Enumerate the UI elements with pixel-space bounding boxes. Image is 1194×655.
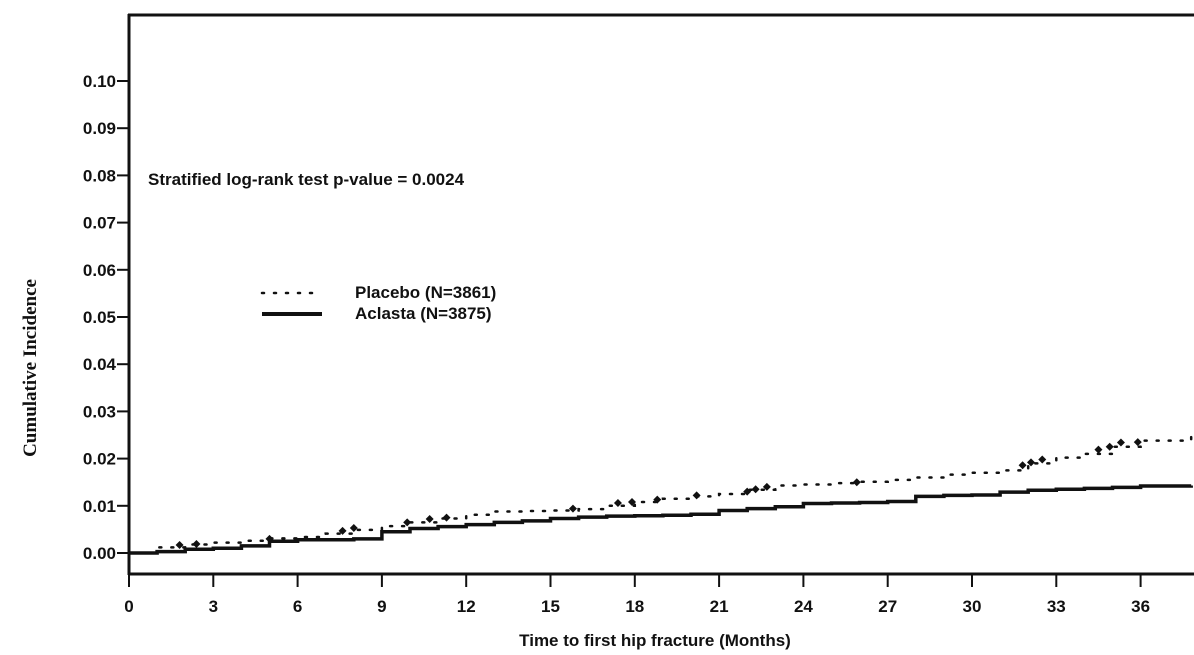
placebo-marker <box>852 478 861 487</box>
placebo-marker <box>692 491 701 500</box>
placebo-marker <box>175 540 184 549</box>
y-tick-label: 0.01 <box>83 497 116 516</box>
x-tick-label: 27 <box>878 597 897 616</box>
y-axis-title: Cumulative Incidence <box>20 279 41 457</box>
placebo-marker <box>338 526 347 535</box>
x-tick-label: 30 <box>963 597 982 616</box>
x-axis-title: Time to first hip fracture (Months) <box>519 631 791 650</box>
annotation-text: Stratified log-rank test p-value = 0.002… <box>148 170 465 189</box>
placebo-marker <box>627 498 636 507</box>
x-tick-label: 15 <box>541 597 560 616</box>
y-tick-label: 0.08 <box>83 166 116 185</box>
plot-frame <box>127 13 1194 576</box>
placebo-marker <box>1038 455 1047 464</box>
y-tick-label: 0.03 <box>83 402 116 421</box>
x-tick-label: 9 <box>377 597 386 616</box>
placebo-marker <box>403 518 412 527</box>
placebo-marker <box>613 498 622 507</box>
y-tick-label: 0.07 <box>83 214 116 233</box>
placebo-line <box>127 431 1193 555</box>
y-tick-label: 0.09 <box>83 119 116 138</box>
aclasta-line <box>129 484 1193 555</box>
legend: Placebo (N=3861) Aclasta (N=3875) <box>260 283 496 323</box>
legend-aclasta-label: Aclasta (N=3875) <box>355 304 492 323</box>
x-tick-label: 36 <box>1131 597 1150 616</box>
x-tick-label: 6 <box>293 597 302 616</box>
placebo-marker <box>1105 442 1114 451</box>
y-tick-label: 0.04 <box>83 355 117 374</box>
placebo-marker <box>265 534 274 543</box>
x-tick-label: 18 <box>625 597 644 616</box>
x-tick-label: 0 <box>124 597 133 616</box>
y-tick-label: 0.00 <box>83 544 116 563</box>
y-tick-label: 0.05 <box>83 308 116 327</box>
placebo-marker <box>425 515 434 524</box>
placebo-marker <box>1027 458 1036 467</box>
placebo-marker <box>442 513 451 522</box>
x-ticks: 0 3 6 9 12 15 18 21 24 27 30 33 36 <box>124 574 1150 616</box>
placebo-marker <box>751 485 760 494</box>
y-ticks: 0.00 0.01 0.02 0.03 0.04 0.05 0.06 0.07 0.08 0.09… <box>83 72 129 563</box>
placebo-marker <box>1116 438 1125 447</box>
placebo-marker <box>349 523 358 532</box>
y-tick-label: 0.02 <box>83 450 116 469</box>
x-tick-label: 3 <box>209 597 218 616</box>
legend-placebo-label: Placebo (N=3861) <box>355 283 496 302</box>
placebo-marker <box>192 540 201 549</box>
x-tick-label: 24 <box>794 597 813 616</box>
placebo-marker <box>653 495 662 504</box>
placebo-marker <box>743 487 752 496</box>
x-tick-label: 21 <box>710 597 729 616</box>
y-tick-label: 0.06 <box>83 261 116 280</box>
placebo-marker <box>1133 438 1142 447</box>
placebo-marker <box>1094 445 1103 454</box>
placebo-marker <box>568 504 577 513</box>
y-tick-label: 0.10 <box>83 72 116 91</box>
placebo-marker <box>1018 461 1027 470</box>
series-layer <box>127 431 1193 555</box>
x-tick-label: 33 <box>1047 597 1066 616</box>
placebo-marker <box>762 482 771 491</box>
placebo-markers <box>175 438 1142 549</box>
x-tick-label: 12 <box>457 597 476 616</box>
